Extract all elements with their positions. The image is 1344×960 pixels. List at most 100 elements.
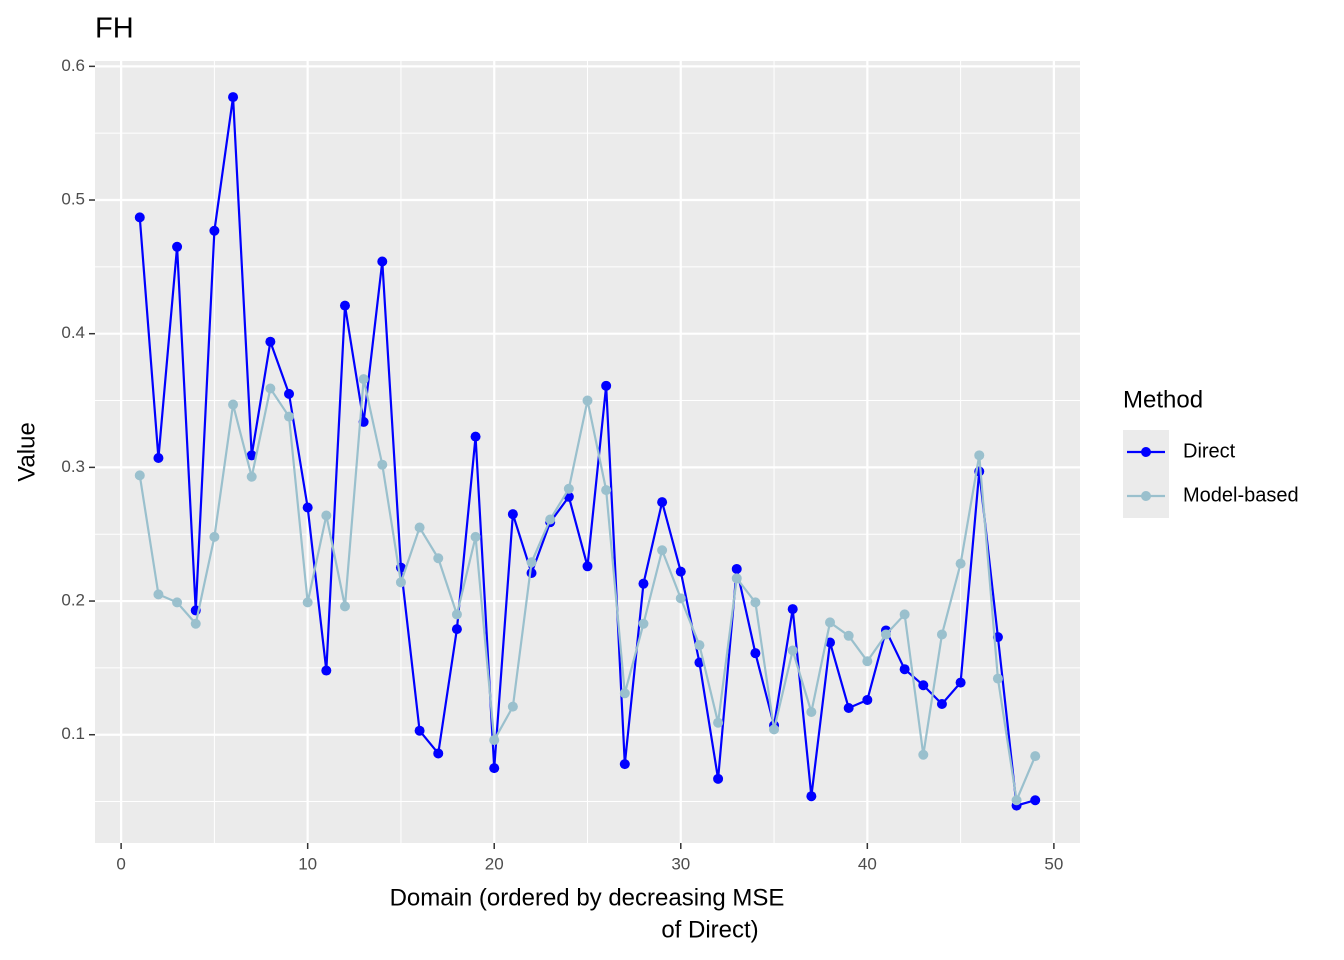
point <box>470 531 481 542</box>
legend-label: Direct <box>1183 440 1236 462</box>
point <box>750 648 761 659</box>
series <box>134 374 1041 806</box>
y-axis-label: Value <box>13 422 40 482</box>
point <box>657 545 668 556</box>
point <box>228 92 239 103</box>
point <box>601 485 612 496</box>
point <box>862 694 873 705</box>
x-tick-label: 40 <box>858 854 877 873</box>
point <box>414 522 425 533</box>
point <box>246 471 257 482</box>
point <box>638 578 649 589</box>
point <box>694 640 705 651</box>
point <box>526 557 537 568</box>
point <box>339 601 350 612</box>
point <box>657 497 668 508</box>
x-tick-label: 20 <box>485 854 504 873</box>
point <box>321 665 332 676</box>
point <box>339 300 350 311</box>
point <box>918 749 929 760</box>
y-tick-label: 0.5 <box>61 190 85 209</box>
legend-title: Method <box>1123 386 1203 413</box>
point <box>955 677 966 688</box>
point <box>265 336 276 347</box>
x-axis-label: Domain (ordered by decreasing MSE <box>390 884 785 911</box>
point <box>787 604 798 615</box>
point <box>433 748 444 759</box>
point <box>563 483 574 494</box>
point <box>731 573 742 584</box>
point <box>134 470 145 481</box>
chart-title: FH <box>95 13 134 45</box>
point <box>806 706 817 717</box>
point <box>153 589 164 600</box>
point <box>209 225 220 236</box>
point <box>750 597 761 608</box>
legend-key <box>1141 491 1151 501</box>
point <box>377 256 388 267</box>
point <box>302 502 313 513</box>
point <box>228 399 239 410</box>
point <box>172 597 183 608</box>
point <box>507 701 518 712</box>
point <box>284 411 295 422</box>
point <box>936 698 947 709</box>
point <box>358 374 369 385</box>
point <box>265 383 276 394</box>
legend-key <box>1141 447 1151 457</box>
point <box>582 561 593 572</box>
point <box>284 388 295 399</box>
point <box>246 450 257 461</box>
x-tick-label: 10 <box>298 854 317 873</box>
point <box>451 609 462 620</box>
point <box>936 629 947 640</box>
point <box>433 553 444 564</box>
point <box>545 514 556 525</box>
point <box>209 531 220 542</box>
point <box>414 725 425 736</box>
point <box>190 618 201 629</box>
point <box>862 656 873 667</box>
point <box>769 724 780 735</box>
y-tick-label: 0.2 <box>61 591 85 610</box>
point <box>1030 751 1041 762</box>
point <box>153 453 164 464</box>
point <box>1011 795 1022 806</box>
point <box>638 618 649 629</box>
point <box>974 450 985 461</box>
legend-key-background <box>1123 430 1169 518</box>
point <box>731 563 742 574</box>
point <box>713 717 724 728</box>
x-tick-label: 0 <box>116 854 125 873</box>
point <box>582 395 593 406</box>
point <box>992 673 1003 684</box>
point <box>134 212 145 223</box>
point <box>899 664 910 675</box>
point <box>302 597 313 608</box>
point <box>507 509 518 520</box>
point <box>619 759 630 770</box>
point <box>377 459 388 470</box>
point <box>172 241 183 252</box>
point <box>825 637 836 648</box>
point <box>601 380 612 391</box>
point <box>880 629 891 640</box>
y-tick-label: 0.3 <box>61 457 85 476</box>
y-tick-label: 0.4 <box>61 323 85 342</box>
y-tick-label: 0.6 <box>61 56 85 75</box>
x-tick-label: 30 <box>671 854 690 873</box>
x-tick-label: 50 <box>1044 854 1063 873</box>
legend-label: Model-based <box>1183 484 1299 506</box>
point <box>955 558 966 569</box>
point <box>395 577 406 588</box>
point <box>619 688 630 699</box>
x-axis-label: of Direct) <box>661 916 758 943</box>
point <box>489 763 500 774</box>
y-tick-label: 0.1 <box>61 724 85 743</box>
point <box>713 773 724 784</box>
point <box>918 680 929 691</box>
point <box>675 566 686 577</box>
point <box>470 431 481 442</box>
point <box>787 645 798 656</box>
